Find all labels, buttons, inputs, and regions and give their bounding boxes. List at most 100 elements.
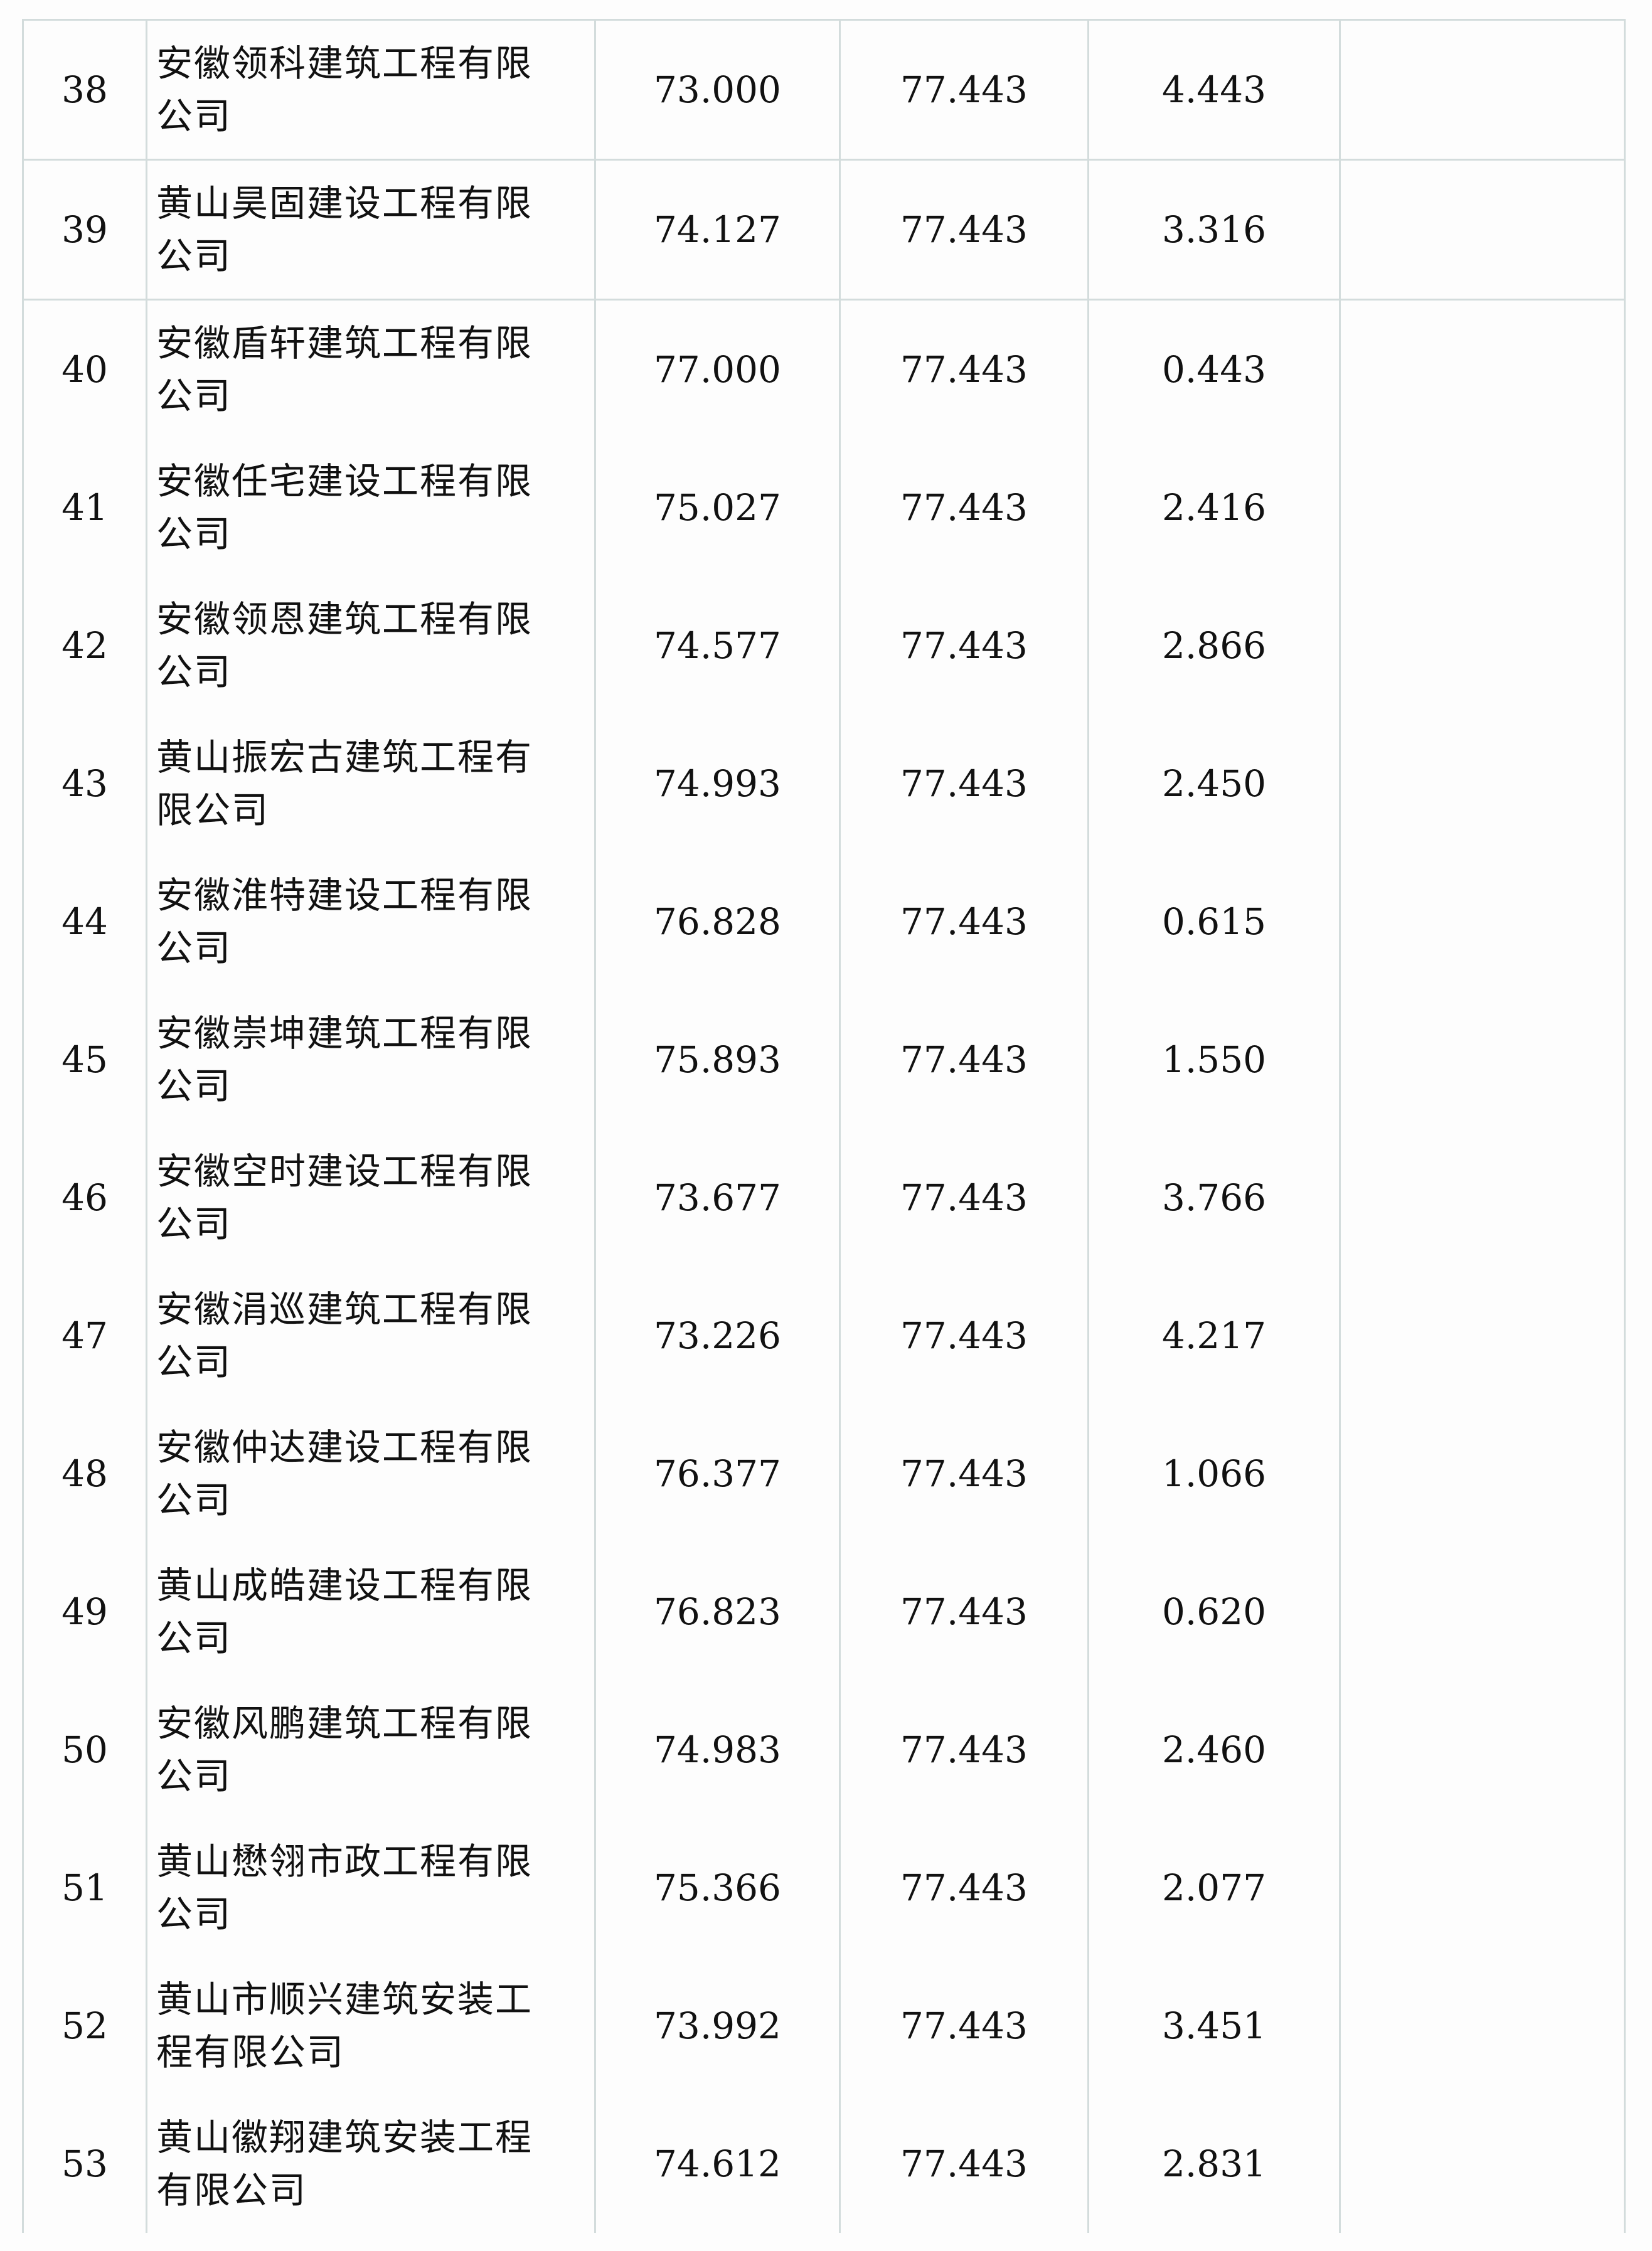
- table-row: 38 安徽领科建筑工程有限公司 73.000 77.443 4.443: [22, 19, 1626, 160]
- score-cell: 73.677: [594, 1129, 841, 1267]
- table-row: 46 安徽空时建设工程有限公司 73.677 77.443 3.766: [22, 1129, 1626, 1267]
- base-score-cell: 77.443: [839, 991, 1089, 1129]
- base-score-cell: 77.443: [839, 439, 1089, 577]
- score-cell: 74.577: [594, 577, 841, 715]
- table-row: 49 黄山成皓建设工程有限公司 76.823 77.443 0.620: [22, 1543, 1626, 1681]
- company-name-cell: 安徽淮特建设工程有限公司: [146, 853, 596, 991]
- score-cell: 73.000: [594, 19, 841, 160]
- company-name-cell: 安徽任宅建设工程有限公司: [146, 439, 596, 577]
- table-row: 45 安徽崇坤建筑工程有限公司 75.893 77.443 1.550: [22, 991, 1626, 1129]
- table-row: 44 安徽淮特建设工程有限公司 76.828 77.443 0.615: [22, 853, 1626, 991]
- company-name-cell: 安徽崇坤建筑工程有限公司: [146, 991, 596, 1129]
- score-cell: 73.992: [594, 1957, 841, 2095]
- remark-cell: [1339, 1129, 1626, 1267]
- table-row: 52 黄山市顺兴建筑安装工程有限公司 73.992 77.443 3.451: [22, 1957, 1626, 2095]
- base-score-cell: 77.443: [839, 1543, 1089, 1681]
- difference-cell: 0.443: [1087, 299, 1341, 439]
- difference-cell: 3.766: [1087, 1129, 1341, 1267]
- remark-cell: [1339, 577, 1626, 715]
- company-name-cell: 黄山成皓建设工程有限公司: [146, 1543, 596, 1681]
- difference-cell: 4.443: [1087, 19, 1341, 160]
- difference-cell: 2.416: [1087, 439, 1341, 577]
- score-cell: 76.823: [594, 1543, 841, 1681]
- score-cell: 74.993: [594, 715, 841, 853]
- company-name-cell: 黄山振宏古建筑工程有限公司: [146, 715, 596, 853]
- remark-cell: [1339, 2095, 1626, 2233]
- table-row: 48 安徽仲达建设工程有限公司 76.377 77.443 1.066: [22, 1405, 1626, 1543]
- company-name-cell: 黄山昊固建设工程有限公司: [146, 159, 596, 300]
- table-row: 51 黄山懋翎市政工程有限公司 75.366 77.443 2.077: [22, 1819, 1626, 1957]
- remark-cell: [1339, 1543, 1626, 1681]
- table-row: 41 安徽任宅建设工程有限公司 75.027 77.443 2.416: [22, 439, 1626, 577]
- row-number-cell: 48: [22, 1405, 147, 1543]
- base-score-cell: 77.443: [839, 853, 1089, 991]
- remark-cell: [1339, 299, 1626, 439]
- difference-cell: 3.451: [1087, 1957, 1341, 2095]
- score-cell: 74.983: [594, 1681, 841, 1819]
- base-score-cell: 77.443: [839, 159, 1089, 300]
- difference-cell: 1.066: [1087, 1405, 1341, 1543]
- base-score-cell: 77.443: [839, 1819, 1089, 1957]
- row-number-cell: 53: [22, 2095, 147, 2233]
- difference-cell: 2.460: [1087, 1681, 1341, 1819]
- difference-cell: 1.550: [1087, 991, 1341, 1129]
- difference-cell: 2.077: [1087, 1819, 1341, 1957]
- row-number-cell: 41: [22, 439, 147, 577]
- row-number-cell: 40: [22, 299, 147, 439]
- results-table: 38 安徽领科建筑工程有限公司 73.000 77.443 4.443 39 黄山昊固建设工…: [22, 19, 1626, 2233]
- score-cell: 74.127: [594, 159, 841, 300]
- difference-cell: 0.615: [1087, 853, 1341, 991]
- table-row: 53 黄山徽翔建筑安装工程有限公司 74.612 77.443 2.831: [22, 2095, 1626, 2233]
- remark-cell: [1339, 1405, 1626, 1543]
- table-row: 40 安徽盾轩建筑工程有限公司 77.000 77.443 0.443: [22, 299, 1626, 439]
- score-cell: 73.226: [594, 1267, 841, 1405]
- base-score-cell: 77.443: [839, 1681, 1089, 1819]
- row-number-cell: 43: [22, 715, 147, 853]
- table-row: 42 安徽领恩建筑工程有限公司 74.577 77.443 2.866: [22, 577, 1626, 715]
- base-score-cell: 77.443: [839, 577, 1089, 715]
- company-name-cell: 安徽盾轩建筑工程有限公司: [146, 299, 596, 439]
- score-cell: 75.366: [594, 1819, 841, 1957]
- base-score-cell: 77.443: [839, 19, 1089, 160]
- row-number-cell: 44: [22, 853, 147, 991]
- base-score-cell: 77.443: [839, 1405, 1089, 1543]
- base-score-cell: 77.443: [839, 715, 1089, 853]
- difference-cell: 2.866: [1087, 577, 1341, 715]
- row-number-cell: 51: [22, 1819, 147, 1957]
- remark-cell: [1339, 991, 1626, 1129]
- difference-cell: 2.450: [1087, 715, 1341, 853]
- company-name-cell: 黄山市顺兴建筑安装工程有限公司: [146, 1957, 596, 2095]
- table-row: 43 黄山振宏古建筑工程有限公司 74.993 77.443 2.450: [22, 715, 1626, 853]
- remark-cell: [1339, 1681, 1626, 1819]
- company-name-cell: 安徽风鹏建筑工程有限公司: [146, 1681, 596, 1819]
- difference-cell: 0.620: [1087, 1543, 1341, 1681]
- difference-cell: 4.217: [1087, 1267, 1341, 1405]
- row-number-cell: 42: [22, 577, 147, 715]
- company-name-cell: 安徽领恩建筑工程有限公司: [146, 577, 596, 715]
- table-row: 39 黄山昊固建设工程有限公司 74.127 77.443 3.316: [22, 159, 1626, 300]
- remark-cell: [1339, 1957, 1626, 2095]
- company-name-cell: 安徽仲达建设工程有限公司: [146, 1405, 596, 1543]
- row-number-cell: 38: [22, 19, 147, 160]
- difference-cell: 2.831: [1087, 2095, 1341, 2233]
- score-cell: 76.377: [594, 1405, 841, 1543]
- remark-cell: [1339, 1819, 1626, 1957]
- row-number-cell: 50: [22, 1681, 147, 1819]
- score-cell: 77.000: [594, 299, 841, 439]
- company-name-cell: 安徽涓巡建筑工程有限公司: [146, 1267, 596, 1405]
- base-score-cell: 77.443: [839, 1129, 1089, 1267]
- base-score-cell: 77.443: [839, 1267, 1089, 1405]
- base-score-cell: 77.443: [839, 1957, 1089, 2095]
- table-row: 50 安徽风鹏建筑工程有限公司 74.983 77.443 2.460: [22, 1681, 1626, 1819]
- table-row: 47 安徽涓巡建筑工程有限公司 73.226 77.443 4.217: [22, 1267, 1626, 1405]
- base-score-cell: 77.443: [839, 2095, 1089, 2233]
- company-name-cell: 黄山徽翔建筑安装工程有限公司: [146, 2095, 596, 2233]
- score-cell: 75.027: [594, 439, 841, 577]
- row-number-cell: 39: [22, 159, 147, 300]
- company-name-cell: 安徽空时建设工程有限公司: [146, 1129, 596, 1267]
- score-cell: 75.893: [594, 991, 841, 1129]
- row-number-cell: 49: [22, 1543, 147, 1681]
- row-number-cell: 47: [22, 1267, 147, 1405]
- difference-cell: 3.316: [1087, 159, 1341, 300]
- company-name-cell: 黄山懋翎市政工程有限公司: [146, 1819, 596, 1957]
